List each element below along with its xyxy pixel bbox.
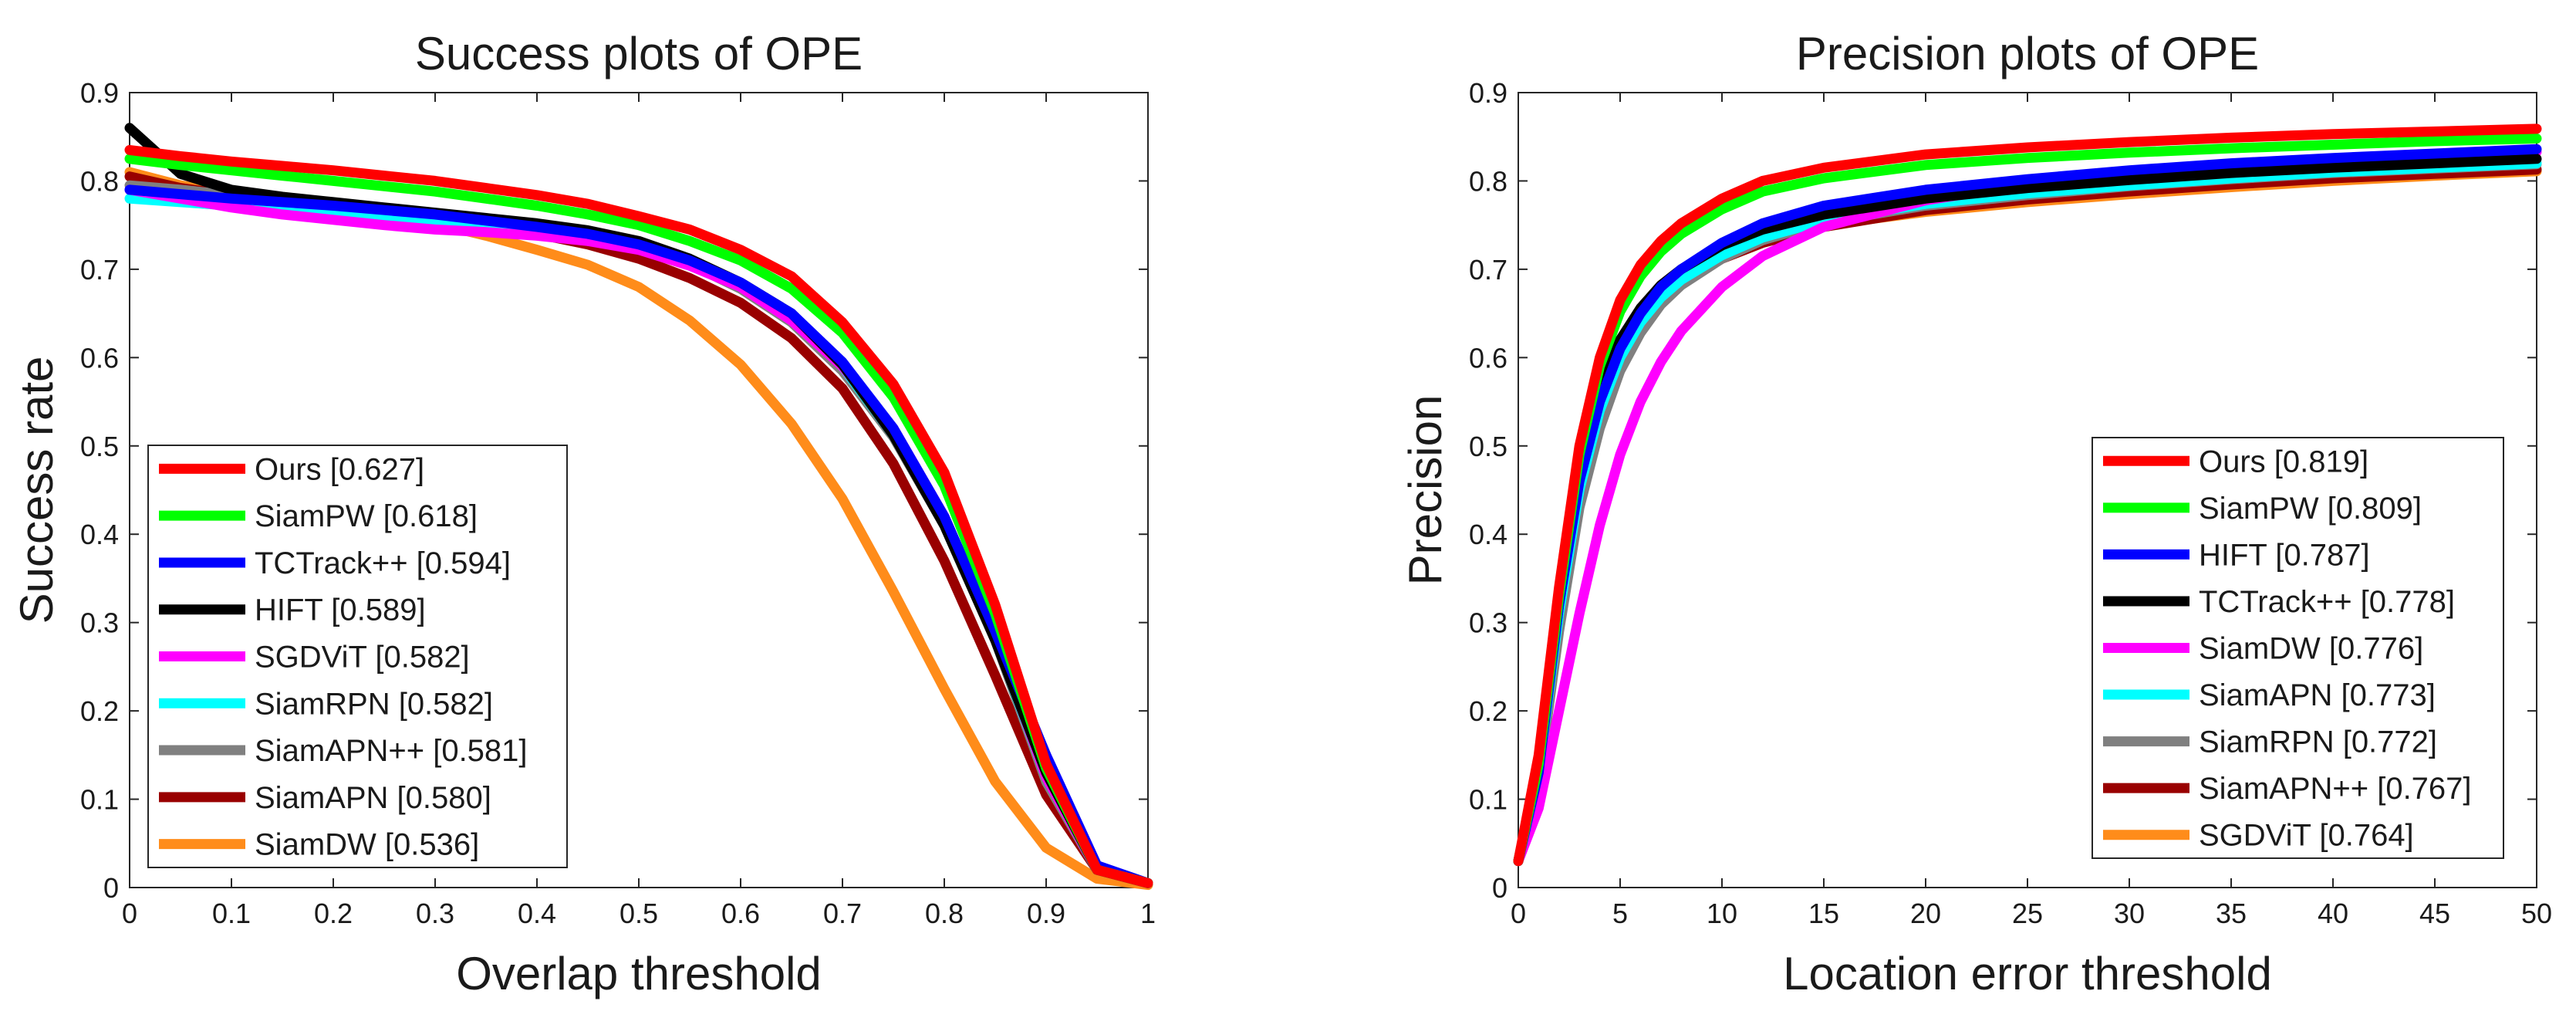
y-tick-label: 0.8 — [1469, 165, 1507, 197]
chart-title: Precision plots of OPE — [1796, 28, 2259, 79]
y-tick-label: 0.2 — [1469, 695, 1507, 727]
legend-label: SiamPW [0.618] — [255, 499, 478, 533]
legend-label: Ours [0.627] — [255, 452, 424, 486]
x-tick-label: 50 — [2521, 898, 2552, 929]
success-plot: 0 0.1 0.2 0.3 0.4 0.5 0.6 0.7 0.8 0.9 1 0 0.1 0.2 0.3 0… — [11, 28, 1156, 999]
y-tick-label: 0.6 — [1469, 342, 1507, 374]
x-tick-label: 0 — [122, 898, 137, 929]
legend-label: TCTrack++ [0.778] — [2199, 585, 2455, 619]
legend-label: SiamAPN [0.773] — [2199, 678, 2436, 712]
legend-label: HIFT [0.589] — [255, 593, 426, 627]
y-tick-label: 0.4 — [1469, 519, 1507, 550]
x-tick-label: 40 — [2318, 898, 2348, 929]
y-axis-title: Precision — [1399, 395, 1451, 586]
x-tick-label: 10 — [1707, 898, 1737, 929]
x-tick-label: 20 — [1910, 898, 1941, 929]
legend-label: TCTrack++ [0.594] — [255, 546, 511, 580]
y-tick-label: 0.9 — [80, 77, 119, 109]
y-tick-label: 0.1 — [80, 784, 119, 816]
legend-label: SiamDW [0.536] — [255, 828, 479, 862]
y-tick-label: 0.7 — [80, 254, 119, 286]
legend-label: SiamRPN [0.582] — [255, 687, 493, 721]
x-tick-label: 0.3 — [416, 898, 454, 929]
legend-label: SiamDW [0.776] — [2199, 632, 2423, 666]
x-tick-label: 25 — [2012, 898, 2043, 929]
y-tick-label: 0.5 — [80, 431, 119, 462]
x-tick-label: 0.9 — [1027, 898, 1065, 929]
chart-title: Success plots of OPE — [415, 28, 863, 79]
x-tick-label: 0.8 — [925, 898, 964, 929]
x-tick-label: 0.6 — [721, 898, 760, 929]
x-tick-label: 0.4 — [518, 898, 556, 929]
x-tick-label: 0.2 — [314, 898, 353, 929]
series-line-ours — [124, 144, 1153, 888]
x-tick-label: 1 — [1140, 898, 1156, 929]
legend: Ours [0.627] SiamPW [0.618] TCTrack++ [0.5… — [147, 445, 568, 868]
x-tick-label: 0.1 — [212, 898, 251, 929]
y-tick-label: 0 — [1492, 872, 1507, 904]
x-tick-label: 0.5 — [620, 898, 658, 929]
legend-label: HIFT [0.787] — [2199, 538, 2370, 572]
series-line-tctrack- — [124, 184, 1153, 888]
y-tick-label: 0.8 — [80, 165, 119, 197]
legend-label: Ours [0.819] — [2199, 445, 2368, 478]
y-tick-label: 0.3 — [80, 607, 119, 639]
x-tick-label: 15 — [1808, 898, 1839, 929]
y-tick-label: 0.2 — [80, 695, 119, 727]
y-tick-label: 0.7 — [1469, 254, 1507, 286]
y-tick-label: 0 — [103, 872, 119, 904]
x-axis-title: Location error threshold — [1783, 948, 2272, 999]
x-axis-title: Overlap threshold — [456, 948, 822, 999]
y-tick-label: 0.5 — [1469, 431, 1507, 462]
series-line-ours — [1513, 123, 2542, 867]
legend-label: SGDViT [0.764] — [2199, 819, 2414, 853]
legend-label: SiamAPN [0.580] — [255, 781, 491, 815]
x-tick-label: 5 — [1612, 898, 1628, 929]
legend-label: SiamAPN++ [0.767] — [2199, 772, 2472, 806]
legend-label: SiamPW [0.809] — [2199, 492, 2422, 526]
legend-label: SGDViT [0.582] — [255, 641, 470, 675]
x-tick-label: 35 — [2216, 898, 2247, 929]
y-tick-label: 0.9 — [1469, 77, 1507, 109]
y-tick-label: 0.4 — [80, 519, 119, 550]
y-tick-label: 0.1 — [1469, 784, 1507, 816]
y-tick-label: 0.3 — [1469, 607, 1507, 639]
x-tick-label: 30 — [2114, 898, 2145, 929]
legend: Ours [0.819] SiamPW [0.809] HIFT [0.787] TC… — [2092, 437, 2504, 859]
x-tick-label: 45 — [2419, 898, 2450, 929]
precision-plot: 0 5 10 15 20 25 30 35 40 45 50 0 0.1 0.2 0.3 0.4 0.5 0.6 0… — [1399, 28, 2552, 999]
x-tick-label: 0.7 — [823, 898, 862, 929]
x-tick-label: 0 — [1511, 898, 1526, 929]
y-tick-label: 0.6 — [80, 342, 119, 374]
legend-label: SiamAPN++ [0.581] — [255, 734, 528, 768]
y-axis-title: Success rate — [11, 357, 62, 624]
legend-label: SiamRPN [0.772] — [2199, 725, 2437, 759]
